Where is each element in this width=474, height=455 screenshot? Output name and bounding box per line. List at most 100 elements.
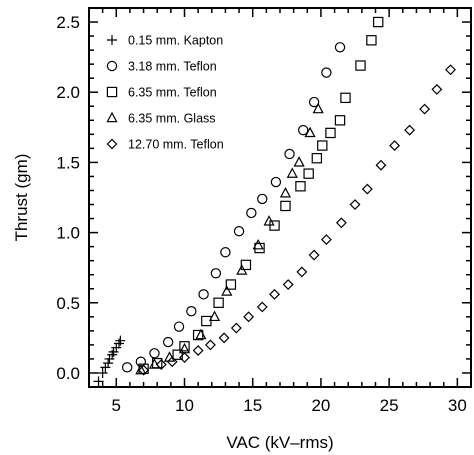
x-axis-title: VAC (kV–rms) — [226, 433, 333, 452]
circle-data-point — [233, 225, 245, 237]
square-data-point — [179, 341, 190, 352]
legend-circle-icon — [106, 60, 118, 72]
square-data-point — [311, 152, 323, 164]
series-square — [138, 16, 384, 374]
x-tick-label: 5 — [112, 396, 121, 415]
diamond-data-point — [320, 234, 332, 246]
diamond-data-point — [361, 183, 373, 195]
x-tick-label: 25 — [380, 396, 399, 415]
circle-data-point — [334, 42, 346, 53]
plus-data-point — [111, 342, 122, 353]
triangle-data-point — [252, 238, 264, 250]
legend: 0.15 mm. Kapton 3.18 mm. Teflon 6.35 mm. T… — [106, 34, 224, 152]
circle-data-point — [121, 362, 133, 373]
legend-item: 6.35 mm. Glass — [106, 111, 216, 126]
square-data-point — [201, 315, 212, 327]
diamond-data-point — [243, 311, 255, 323]
legend-item: 0.15 mm. Kapton — [107, 34, 223, 48]
y-tick-label: 2.0 — [56, 83, 80, 102]
axes: 5 10 15 20 25 30 0.0 0.5 1.0 1.5 2.0 2.5 — [56, 7, 472, 415]
plus-data-point — [97, 367, 108, 378]
triangle-data-point — [304, 126, 316, 138]
square-data-point — [269, 220, 280, 231]
triangle-data-point — [286, 167, 298, 178]
circle-data-point — [149, 348, 160, 359]
diamond-data-point — [419, 103, 431, 115]
y-tick-label: 2.5 — [56, 13, 80, 32]
diamond-data-point — [404, 124, 416, 136]
legend-plus-icon — [107, 35, 117, 45]
x-tick-label: 10 — [175, 396, 194, 415]
square-data-point — [213, 297, 224, 308]
diamond-data-point — [445, 64, 456, 76]
legend-item: 3.18 mm. Teflon — [106, 60, 217, 74]
circle-data-point — [162, 336, 174, 348]
square-data-point — [366, 35, 377, 46]
legend-label: 6.35 mm. Teflon — [128, 86, 217, 100]
x-tick-label: 30 — [448, 396, 467, 415]
circle-data-point — [198, 289, 209, 300]
diamond-data-point — [375, 159, 387, 171]
diamond-data-point — [349, 199, 361, 210]
diamond-data-point — [269, 288, 280, 300]
legend-label: 3.18 mm. Teflon — [128, 60, 217, 74]
square-data-point — [325, 127, 336, 139]
circle-data-point — [257, 193, 268, 205]
triangle-data-point — [135, 363, 147, 375]
plus-data-point — [114, 338, 125, 349]
diamond-data-point — [204, 339, 216, 351]
triangle-data-point — [293, 156, 305, 167]
circle-data-point — [220, 247, 231, 258]
diamond-data-point — [230, 322, 242, 334]
legend-triangle-icon — [106, 111, 118, 123]
square-data-point — [373, 16, 384, 28]
plus-data-point — [100, 362, 111, 373]
x-tick-label: 20 — [311, 396, 330, 415]
y-axis-title: Thrust (gm) — [12, 154, 31, 242]
square-data-point — [192, 329, 204, 341]
square-data-point — [334, 115, 346, 126]
square-data-point — [317, 140, 328, 151]
legend-item: 12.70 mm. Teflon — [106, 138, 224, 152]
diamond-data-point — [335, 217, 347, 229]
legend-label: 6.35 mm. Glass — [128, 112, 216, 126]
y-tick-label: 0.5 — [56, 294, 80, 313]
legend-item: 6.35 mm. Teflon — [106, 86, 217, 100]
legend-label: 12.70 mm. Teflon — [128, 138, 224, 152]
legend-diamond-icon — [106, 138, 118, 150]
series-plus — [93, 335, 126, 387]
plus-data-point — [104, 353, 115, 364]
diamond-data-point — [192, 345, 204, 356]
triangle-data-point — [221, 285, 233, 296]
legend-square-icon — [106, 86, 118, 98]
diamond-data-point — [256, 301, 268, 313]
diamond-data-point — [308, 249, 320, 261]
triangle-data-point — [312, 102, 324, 114]
circle-data-point — [270, 176, 282, 188]
plus-data-point — [115, 335, 126, 346]
y-tick-label: 0.0 — [56, 364, 80, 383]
square-data-point — [280, 200, 291, 212]
triangle-data-point — [263, 215, 275, 226]
square-data-point — [295, 181, 306, 192]
square-data-point — [225, 279, 237, 290]
diamond-data-point — [431, 83, 443, 95]
circle-data-point — [246, 207, 257, 219]
square-data-point — [240, 259, 252, 271]
data-marks — [93, 16, 456, 387]
square-data-point — [355, 60, 366, 71]
diamond-data-point — [218, 332, 230, 344]
plus-data-point — [103, 358, 114, 369]
diamond-data-point — [296, 266, 308, 278]
circle-data-point — [297, 124, 309, 136]
x-tick-label: 15 — [243, 396, 262, 415]
circle-data-point — [284, 148, 295, 160]
square-data-point — [340, 92, 351, 104]
series-diamond — [138, 64, 456, 376]
legend-label: 0.15 mm. Kapton — [128, 34, 223, 48]
circle-data-point — [173, 321, 185, 332]
triangle-data-point — [208, 310, 221, 322]
plus-data-point — [93, 376, 104, 387]
diamond-data-point — [282, 279, 294, 290]
